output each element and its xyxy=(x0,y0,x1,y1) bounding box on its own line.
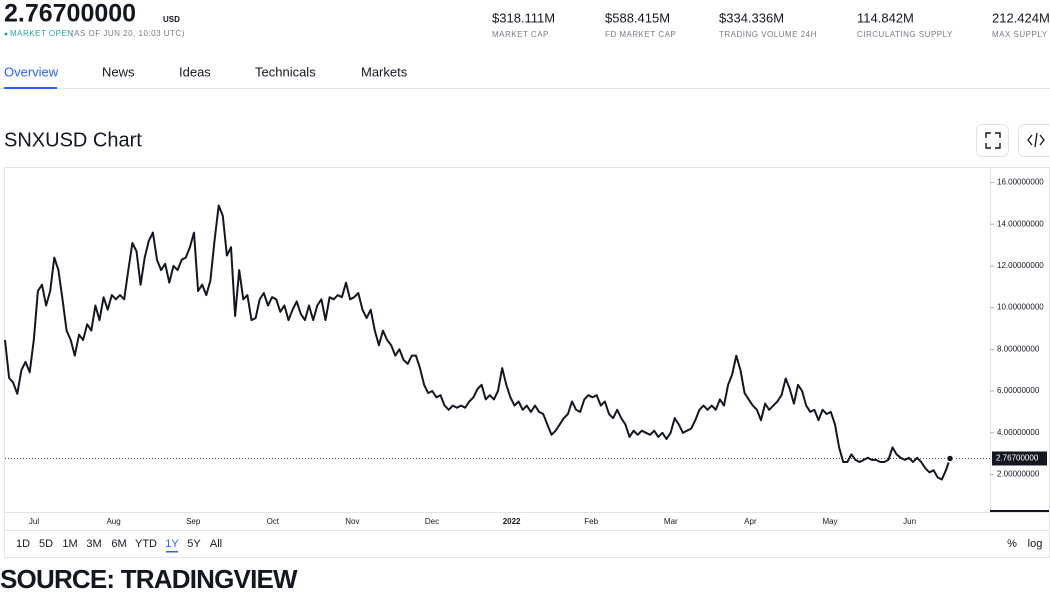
range-button[interactable]: YTD xyxy=(135,538,157,550)
stat-label: CIRCULATING SUPPLY xyxy=(857,30,953,39)
range-button[interactable]: 1Y xyxy=(165,538,179,550)
x-tick-label: Jun xyxy=(903,517,916,526)
range-button[interactable]: 5Y xyxy=(187,538,201,550)
tab[interactable]: Overview xyxy=(4,64,59,79)
market-status: MARKET OPEN xyxy=(10,29,74,38)
price: 2.76700000 xyxy=(4,0,136,28)
tab[interactable]: Markets xyxy=(361,64,408,79)
stat-value: $588.415M xyxy=(605,10,670,25)
stat-value: $334.336M xyxy=(719,10,784,25)
embed-button[interactable] xyxy=(1019,125,1050,157)
x-tick-label: Nov xyxy=(345,517,359,526)
x-tick-label: Oct xyxy=(267,517,280,526)
stat-value: 114.842M xyxy=(857,10,914,25)
y-tick-label: 12.00000000 xyxy=(997,261,1044,270)
scale-option[interactable]: % xyxy=(1007,538,1017,550)
range-button[interactable]: 1D xyxy=(16,538,30,550)
x-tick-label: Sep xyxy=(186,517,201,526)
y-tick-label: 2.00000000 xyxy=(997,470,1040,479)
chart-frame xyxy=(5,168,1050,558)
active-range-underline xyxy=(166,551,178,553)
chart-title: SNXUSD Chart xyxy=(4,129,142,151)
y-tick-label: 8.00000000 xyxy=(997,344,1040,353)
x-tick-label: Mar xyxy=(664,517,678,526)
last-point xyxy=(947,455,954,462)
y-tick-label: 16.00000000 xyxy=(997,178,1044,187)
active-tab-underline xyxy=(4,87,57,89)
last-price-label: 2.76700000 xyxy=(996,454,1039,463)
range-button[interactable]: 1M xyxy=(62,538,77,550)
x-tick-label: May xyxy=(822,517,837,526)
x-tick-label: Jul xyxy=(29,517,39,526)
x-tick-label: Dec xyxy=(425,517,439,526)
currency: USD xyxy=(163,15,180,24)
status-dot xyxy=(5,33,8,36)
tab[interactable]: Technicals xyxy=(255,64,316,79)
as-of: (AS OF JUN 20, 10:03 UTC) xyxy=(71,29,185,38)
y-tick-label: 6.00000000 xyxy=(997,386,1040,395)
range-button[interactable]: 5D xyxy=(39,538,53,550)
stat-label: TRADING VOLUME 24H xyxy=(719,30,817,39)
y-tick-label: 10.00000000 xyxy=(997,303,1044,312)
stat-label: MARKET CAP xyxy=(492,30,549,39)
price-line xyxy=(5,206,950,480)
stat-value: 212.424M xyxy=(992,10,1050,25)
range-button[interactable]: All xyxy=(210,538,222,550)
y-tick-label: 4.00000000 xyxy=(997,428,1040,437)
x-tick-label: Aug xyxy=(106,517,120,526)
scale-option[interactable]: log xyxy=(1028,538,1043,550)
range-button[interactable]: 3M xyxy=(86,538,101,550)
stat-value: $318.111M xyxy=(492,10,555,25)
y-tick-label: 14.00000000 xyxy=(997,219,1044,228)
stat-label: MAX SUPPLY xyxy=(992,30,1048,39)
tab[interactable]: News xyxy=(102,64,135,79)
tab[interactable]: Ideas xyxy=(179,64,211,79)
fullscreen-button[interactable] xyxy=(977,125,1009,157)
x-tick-label: Feb xyxy=(584,517,598,526)
x-tick-label: Apr xyxy=(744,517,757,526)
source: SOURCE: TRADINGVIEW xyxy=(0,564,298,594)
range-button[interactable]: 6M xyxy=(111,538,126,550)
stat-label: FD MARKET CAP xyxy=(605,30,676,39)
x-tick-label: 2022 xyxy=(503,517,521,526)
